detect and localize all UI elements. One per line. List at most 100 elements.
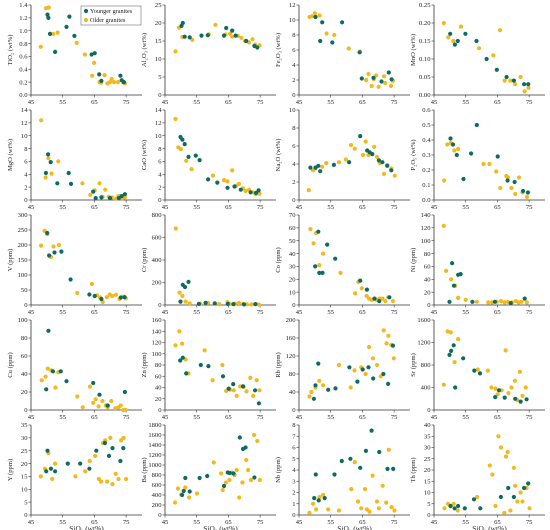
y-tick-label: 20 (21, 461, 28, 468)
older-granite-point (321, 383, 326, 388)
panel-18: 0 200 400 600 800 1000 1200 1400 1600 1800 45 55 65 7… (141, 422, 276, 530)
y-tick-label: 0.4 (19, 66, 28, 73)
y-tick-label: 20 (155, 396, 162, 403)
panel-6: 0 2 4 6 8 10 12 14 45 55 65 75 CaO (wt%) (141, 107, 276, 211)
older-granite-point (46, 156, 51, 161)
x-tick-label: 65 (494, 519, 501, 526)
y-tick-label: 0.8 (19, 41, 28, 48)
x-tick-label: 45 (296, 309, 303, 316)
younger-granite-point (118, 73, 123, 78)
younger-granite-point (524, 397, 529, 402)
x-tick-label: 75 (526, 204, 533, 211)
older-granite-point (455, 508, 460, 513)
older-granite-point (257, 191, 262, 196)
older-granite-point (237, 495, 242, 500)
x-tick-label: 45 (162, 414, 169, 421)
x-tick-label: 55 (59, 99, 66, 106)
older-granite-point (352, 368, 357, 373)
older-granite-point (103, 187, 108, 192)
y-tick-label: 14 (155, 107, 162, 114)
older-granite-point (99, 479, 104, 484)
younger-granite-point (97, 392, 102, 397)
older-granite-point (370, 356, 375, 361)
legend-older-marker (83, 17, 89, 23)
younger-granite-point (58, 369, 63, 374)
older-granite-point (234, 467, 239, 473)
younger-granite-point (225, 301, 230, 306)
older-granite-point (390, 299, 395, 304)
x-tick-label: 45 (296, 414, 303, 421)
younger-granite-point (318, 169, 323, 174)
younger-granite-point (44, 387, 49, 392)
y-tick-label: 80 (155, 362, 162, 369)
older-granite-point (236, 181, 241, 186)
older-granite-point (43, 374, 48, 379)
older-granite-point (38, 44, 43, 49)
younger-granite-point (313, 264, 318, 269)
older-granite-point (39, 378, 44, 383)
younger-granite-point (238, 187, 243, 192)
older-granite-point (123, 407, 128, 413)
y-tick-label: 100 (152, 351, 163, 358)
x-tick-label: 65 (91, 99, 98, 106)
y-tick-label: 0 (292, 512, 296, 519)
older-granite-point (80, 405, 85, 410)
younger-granite-point (456, 503, 461, 509)
younger-granite-point (178, 299, 183, 304)
younger-granite-point (253, 388, 258, 393)
older-granite-point (353, 291, 358, 296)
y-tick-label: 4 (24, 171, 28, 178)
older-granite-point (362, 487, 368, 492)
x-tick-label: 55 (327, 519, 334, 526)
x-tick-label: 45 (28, 414, 35, 421)
panel-13: 0 20 40 60 80 100 45 55 65 75 Cu (ppm) (7, 317, 142, 421)
older-granite-point (475, 367, 480, 372)
y-tick-label: 1800 (148, 422, 162, 429)
x-tick-label: 45 (162, 204, 169, 211)
y-tick-label: 4 (292, 62, 296, 69)
younger-granite-point (94, 448, 99, 453)
y-tick-label: 400 (152, 257, 163, 264)
y-tick-label: 7 (292, 433, 296, 440)
y-axis-label: P₂O₅ (wt%) (410, 139, 417, 170)
older-granite-point (494, 169, 499, 174)
older-granite-point (113, 471, 118, 476)
older-granite-point (367, 344, 372, 350)
older-granite-point (515, 499, 520, 504)
older-granite-point (110, 482, 115, 487)
older-granite-point (249, 302, 254, 307)
y-tick-label: 2 (292, 179, 295, 186)
y-tick-label: 120 (421, 225, 432, 232)
older-granite-point (38, 474, 43, 479)
y-tick-label: 12 (289, 2, 296, 9)
younger-granite-point (504, 74, 509, 80)
older-granite-point (109, 398, 114, 404)
older-granite-point (107, 80, 113, 85)
older-granite-point (520, 499, 525, 504)
y-tick-label: 40 (289, 389, 296, 396)
panel-16: 0 400 800 1200 1600 45 55 65 75 Sr (ppm) (410, 317, 545, 421)
y-axis-label: Co (ppm) (275, 247, 282, 272)
y-tick-label: 8 (292, 125, 296, 132)
older-granite-point (178, 147, 183, 152)
older-granite-point (451, 501, 456, 506)
older-granite-point (336, 508, 342, 513)
younger-granite-point (182, 34, 187, 39)
younger-granite-point (44, 469, 49, 474)
y-tick-label: 20 (424, 289, 431, 296)
y-tick-label: 40 (289, 251, 296, 258)
panel-15: 0 40 80 120 160 200 45 55 65 75 Rb (ppm) (275, 317, 410, 421)
x-tick-label: 65 (225, 309, 232, 316)
x-tick-label: 75 (123, 519, 130, 526)
older-granite-point (91, 400, 96, 405)
older-granite-point (307, 394, 312, 399)
older-granite-point (317, 263, 322, 268)
older-granite-point (497, 28, 503, 33)
y-tick-label: 1400 (148, 442, 162, 449)
younger-granite-point (371, 75, 376, 80)
y-tick-label: 1600 (148, 432, 162, 439)
y-axis-label: MgO (wt%) (7, 139, 14, 171)
y-axis-label: Zn (ppm) (141, 352, 148, 377)
older-granite-point (257, 477, 262, 483)
x-tick-label: 55 (327, 309, 334, 316)
